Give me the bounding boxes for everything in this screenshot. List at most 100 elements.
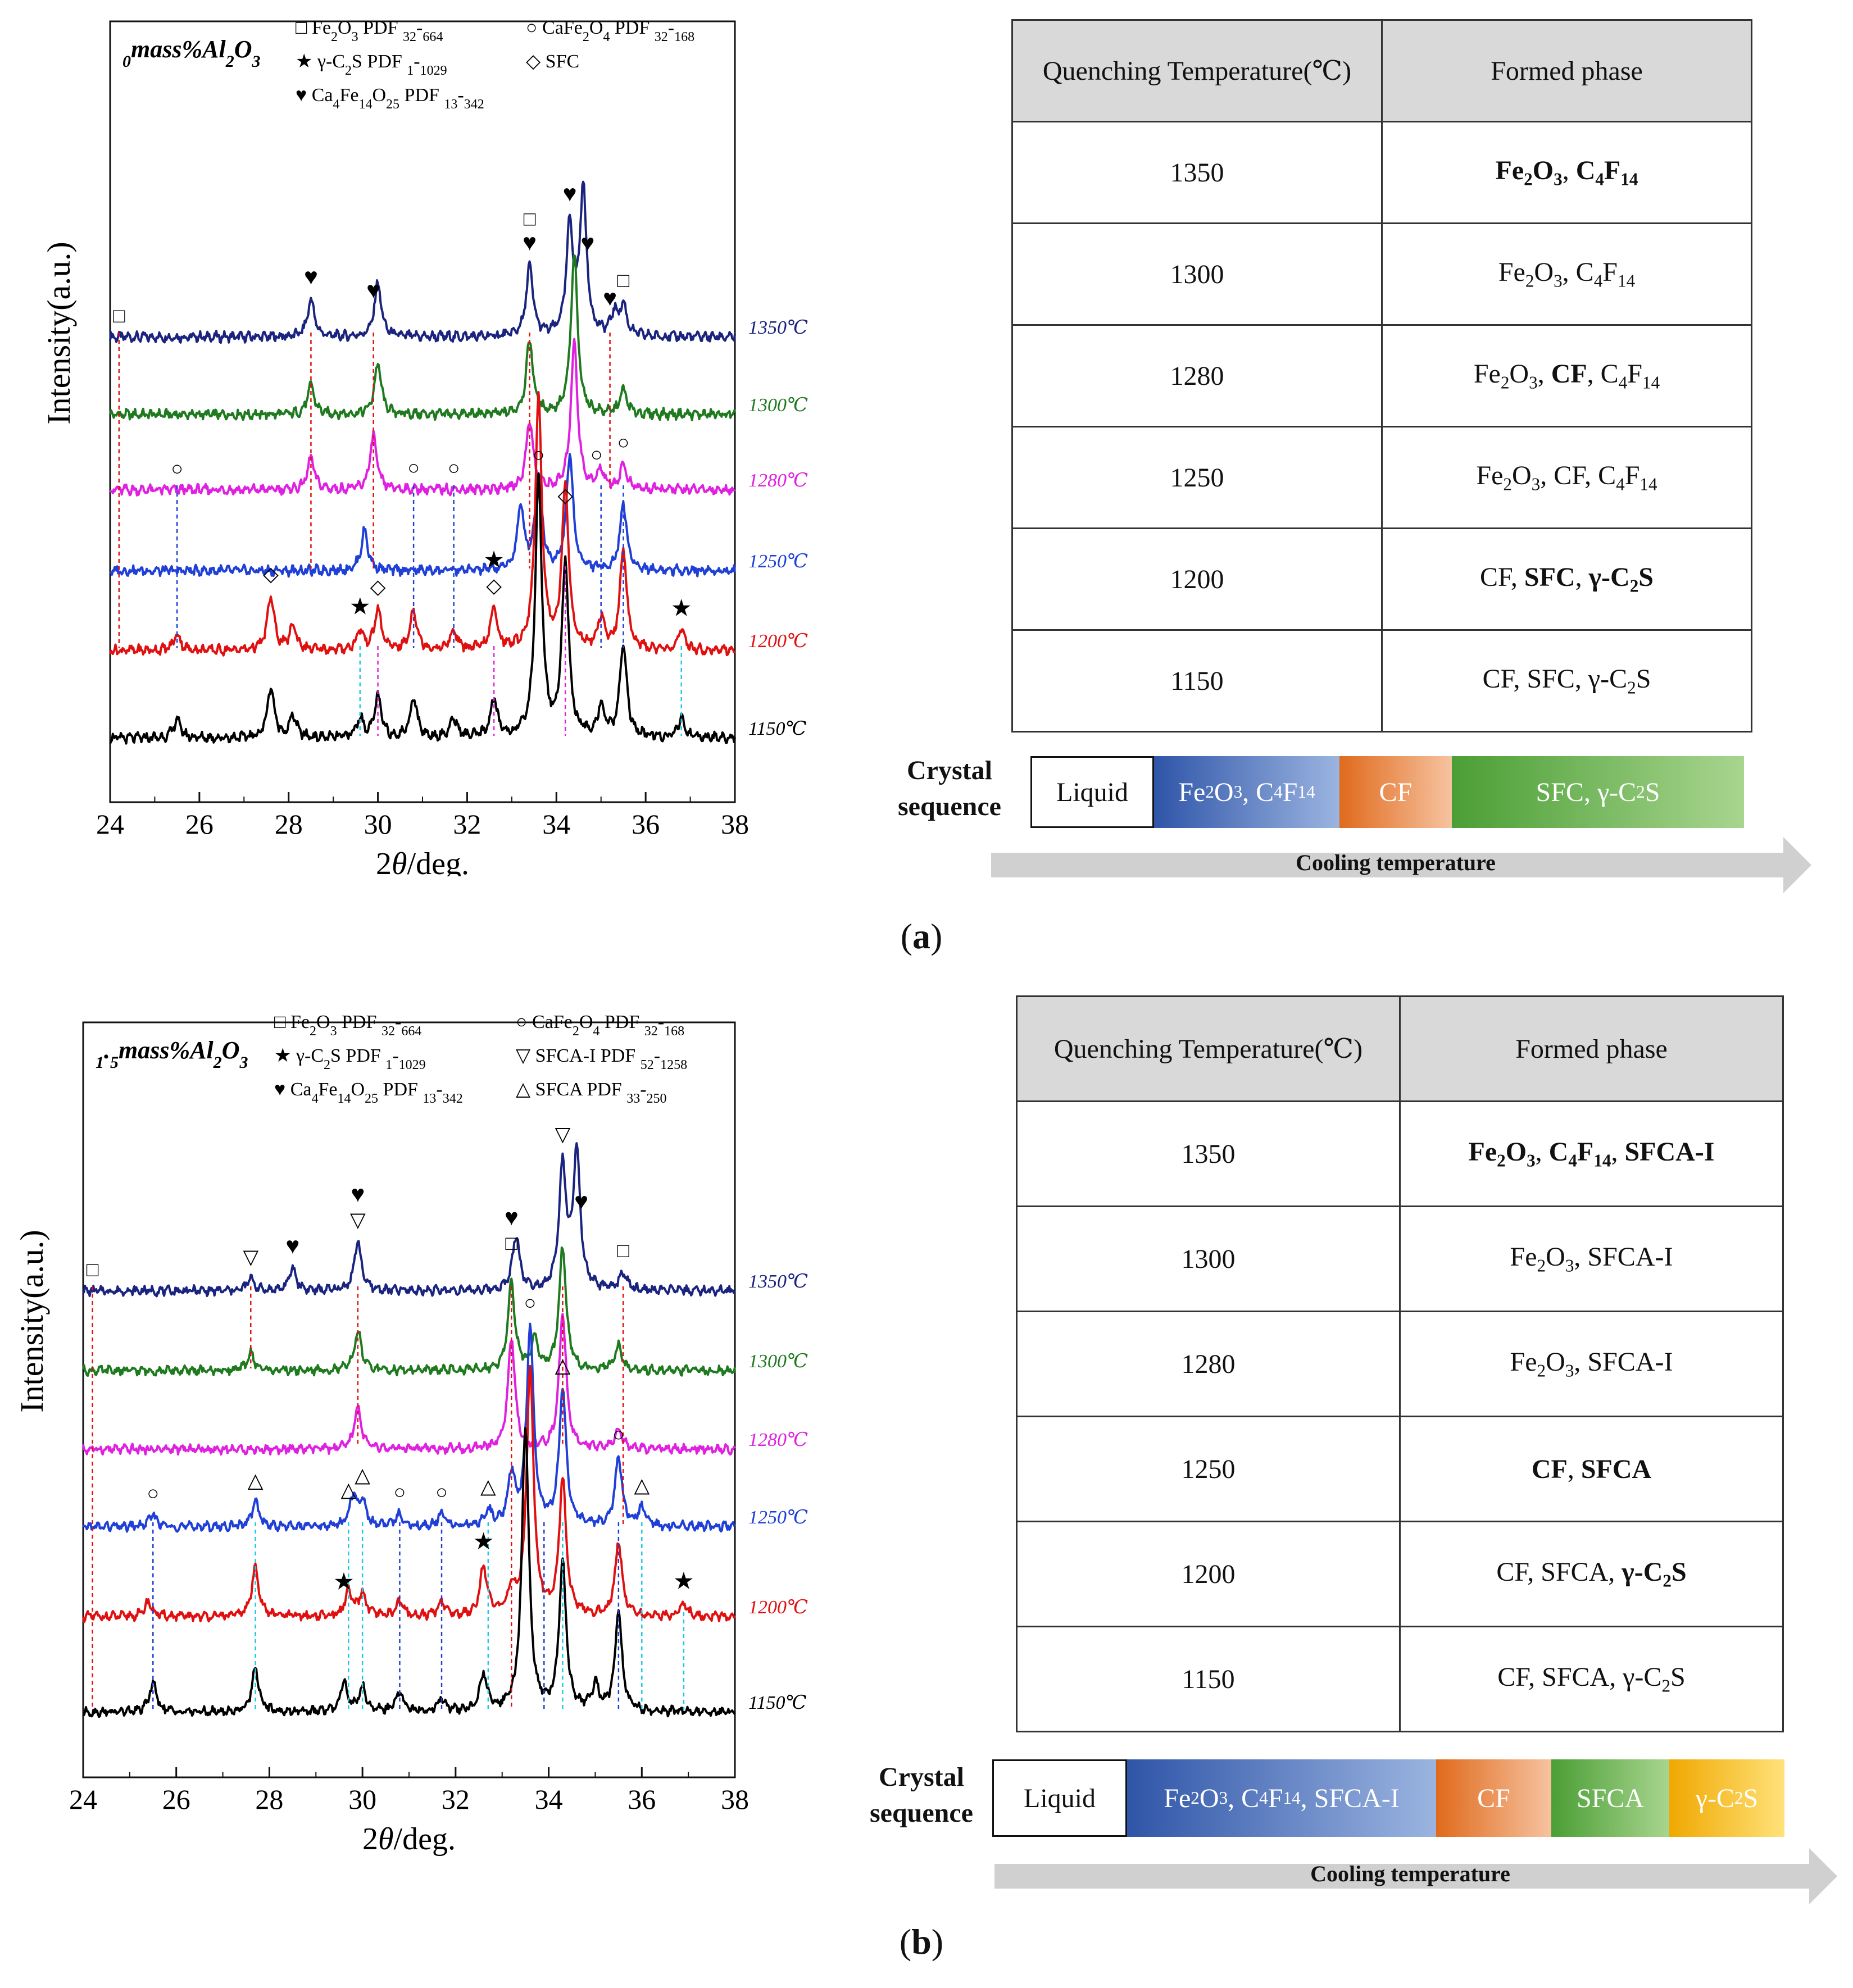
peak-marker: ★ [671,596,692,622]
temperature-cell: 1350 [1016,1100,1401,1207]
temperature-cell: 1280 [1016,1311,1401,1417]
phase-table: Quenching Temperature(℃) Formed phase 1350… [1016,995,1784,1732]
table-row: 1200 CF, SFC, γ-C2S [1011,527,1752,631]
x-tick-label: 28 [275,808,303,840]
table-row: 1300 Fe2O3, C4F14 [1011,222,1752,326]
legend-entry: ♥ Ca4Fe14O25 PDF 13-342 [296,85,484,112]
legend-entry: △ SFCA PDF 33-250 [516,1079,667,1106]
chart-title: 1.5mass%Al2O3 [96,1036,248,1072]
phase-name: SFCA-I [1587,1347,1673,1377]
legend-entry: ▽ SFCA-I PDF 52-1258 [516,1045,687,1072]
table-row: 1300 Fe2O3, SFCA-I [1016,1205,1784,1312]
phase-name: Fe2O3 [1510,1242,1574,1276]
phase-cell: CF, SFCA [1399,1416,1784,1522]
x-tick-label: 24 [96,808,124,840]
phase-cell: Fe2O3, CF, C4F14 [1381,324,1752,427]
x-tick-label: 24 [69,1784,97,1815]
peak-marker: ★ [349,594,371,620]
sequence-segment: Fe 2 O 3, C 4 F 14, SFCA-I [1127,1759,1436,1837]
temperature-cell: 1300 [1016,1205,1401,1312]
series-line [82,1322,736,1533]
cooling-arrow [991,837,1811,893]
table-row: 1350 Fe2O3, C4F14 [1011,121,1752,224]
y-axis-label: Intensity(a.u.) [13,1230,50,1412]
plot-frame [82,1021,736,1778]
series-line [109,338,736,497]
crystal-sequence-bar: Liquid Fe 2 O 3, C 4 F 14, SFCA-I CF SFCA γ-C 2 S [992,1759,1784,1837]
x-tick-label: 26 [162,1784,190,1815]
series-label: 1250℃ [748,1507,808,1528]
peak-marker: ◇ [263,563,279,585]
peak-marker: ◇ [557,484,573,507]
peak-marker: ♥ [574,1189,588,1214]
x-axis-label: 2θ/deg. [362,1822,456,1857]
panel-caption: (a) [900,916,943,956]
peak-marker: △ [555,1354,571,1377]
phase-name: CF [1531,1454,1568,1484]
phase-name: SFCA-I [1624,1137,1715,1167]
peak-marker: □ [524,208,536,230]
peak-marker: ♥ [366,277,380,303]
temperature-cell: 1150 [1011,629,1383,733]
phase-name: γ-C2S [1623,1662,1686,1696]
temperature-cell: 1300 [1011,222,1383,326]
phase-cell: Fe2O3, C4F14 [1381,121,1752,224]
chart-title: 0mass%Al2O3 [122,35,260,71]
table-header-cell: Formed phase [1399,995,1784,1102]
temperature-cell: 1250 [1011,426,1383,529]
peak-marker: △ [634,1474,650,1496]
peak-marker: ★ [483,548,505,574]
peak-marker: ▽ [350,1209,366,1231]
cooling-arrow-label: Cooling temperature [1310,1861,1510,1886]
peak-marker: □ [87,1258,99,1281]
peak-marker: ○ [394,1481,406,1503]
phase-name: SFCA [1580,1454,1652,1484]
x-tick-label: 32 [442,1784,470,1815]
x-tick-label: 36 [632,808,660,840]
xrd-svg: 24 26 28 30 32 34 36 38 2θ/deg. Intensity(a.u.) 0m… [40,17,808,881]
peak-marker: ♥ [505,1205,519,1231]
sequence-segment: Liquid [992,1759,1127,1837]
panel-caption-letter: a [912,916,930,956]
xrd-chart: 24 26 28 30 32 34 36 38 2θ/deg. Intensity(a.u.) 0m… [0,0,832,881]
y-axis-label: Intensity(a.u.) [40,242,77,424]
temperature-cell: 1280 [1011,324,1383,427]
peak-marker: ♥ [304,264,318,290]
peak-marker: ★ [473,1529,494,1555]
series-label: 1350℃ [748,1271,808,1292]
peak-marker: □ [617,1239,629,1262]
series-label: 1280℃ [748,1430,808,1450]
x-tick-label: 34 [542,808,570,840]
sequence-segment: Fe 2 O 3, C 4 F 14 [1154,756,1339,828]
peak-marker: ○ [407,457,420,479]
table-row: 1200 CF, SFCA, γ-C2S [1016,1521,1784,1627]
table-header-cell: Quenching Temperature(℃) [1011,19,1383,122]
peak-marker: ○ [612,1423,625,1445]
panel-caption-letter: b [911,1922,932,1962]
phase-cell: CF, SFC, γ-C2S [1381,629,1752,733]
phase-name: Fe2O3 [1498,257,1563,291]
phase-name: C4F14 [1575,156,1638,189]
table-row: 1280 Fe2O3, CF, C4F14 [1011,324,1752,427]
phase-cell: Fe2O3, SFCA-I [1399,1311,1784,1417]
series-line [109,472,736,745]
phase-name: CF [1482,664,1514,694]
series-line [82,1364,736,1623]
panel-b: 24 26 28 30 32 34 36 38 2θ/deg. Intensity(a.u.) 1.… [0,989,1853,1977]
x-tick-label: 28 [255,1784,283,1815]
series-line [83,1427,736,1718]
peak-marker: ▽ [555,1123,571,1145]
phase-name: SFCA [1542,1662,1610,1693]
phase-name: Fe2O3 [1473,359,1538,393]
phase-cell: CF, SFCA, γ-C2S [1399,1626,1784,1732]
phase-name: Fe2O3 [1495,156,1563,189]
temperature-cell: 1200 [1016,1521,1401,1627]
series-label: 1350℃ [748,317,808,338]
peak-marker: □ [113,304,125,327]
x-tick-label: 34 [535,1784,563,1815]
peak-marker: □ [617,269,630,292]
peak-marker: ○ [617,431,630,454]
peak-marker: ◇ [370,576,386,598]
table-row: 1250 Fe2O3, CF, C4F14 [1011,426,1752,529]
table-row: 1250 CF, SFCA [1016,1416,1784,1522]
